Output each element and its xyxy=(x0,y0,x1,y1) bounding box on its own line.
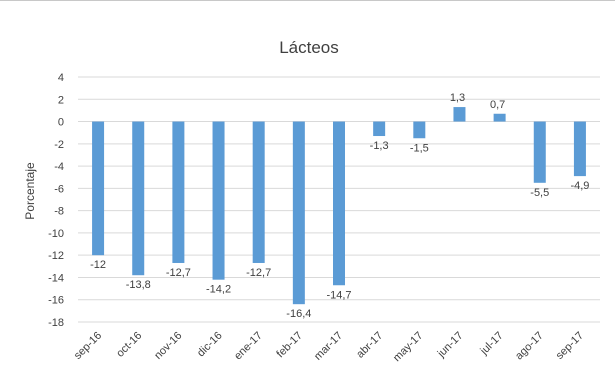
x-axis-ticks: sep-16 oct-16 nov-16 dic-16 ene-17 feb-17 mar-… xyxy=(72,330,586,364)
bar xyxy=(453,107,466,122)
data-label: -13,8 xyxy=(126,279,151,291)
x-tick-label: sep-16 xyxy=(72,330,104,362)
bar xyxy=(172,121,185,263)
x-tick-label: jun-17 xyxy=(435,330,466,361)
x-tick-label: nov-16 xyxy=(152,330,184,362)
x-tick-label: mar-17 xyxy=(312,330,345,363)
data-label: -14,7 xyxy=(326,289,351,301)
bar xyxy=(333,121,345,286)
bar xyxy=(413,121,426,139)
data-label: -16,4 xyxy=(286,308,311,320)
y-tick-label: -14 xyxy=(48,272,64,284)
x-tick-label: may-17 xyxy=(391,330,425,364)
data-label: -12,7 xyxy=(166,267,191,279)
x-tick-label: sep-17 xyxy=(554,330,586,362)
y-tick-label: 2 xyxy=(58,94,64,106)
bar xyxy=(493,113,506,122)
y-axis-ticks: 4 2 0 -2 -4 -6 -8 -10 -12 -14 -16 -18 xyxy=(48,72,64,329)
x-tick-label: feb-17 xyxy=(274,330,305,361)
x-tick-label: oct-16 xyxy=(114,330,144,360)
bar xyxy=(132,121,145,276)
data-label: -12,7 xyxy=(246,267,271,279)
bar xyxy=(292,121,305,305)
data-label: -5,5 xyxy=(530,187,549,199)
x-tick-label: dic-16 xyxy=(195,330,225,360)
y-tick-label: 4 xyxy=(58,72,64,84)
bar xyxy=(252,121,265,263)
bar xyxy=(212,121,225,280)
y-axis-title: Porcentaje xyxy=(23,162,37,220)
bar xyxy=(573,121,586,177)
y-tick-label: -4 xyxy=(54,161,64,173)
y-tick-label: -12 xyxy=(48,250,64,262)
data-labels: -12 -13,8 -12,7 -14,2 -12,7 -16,4 -14,7 -1,3 -1,… xyxy=(90,92,589,320)
y-tick-label: -10 xyxy=(48,228,64,240)
bar xyxy=(92,121,105,256)
x-tick-label: abr-17 xyxy=(354,330,385,361)
x-tick-label: jul-17 xyxy=(478,330,506,358)
data-label: -4,9 xyxy=(570,180,589,192)
data-label: 1,3 xyxy=(450,92,465,104)
x-tick-label: ago-17 xyxy=(513,330,546,363)
data-label: -1,3 xyxy=(370,140,389,152)
y-tick-label: -16 xyxy=(48,295,64,307)
y-tick-label: -2 xyxy=(54,139,64,151)
chart-title: Lácteos xyxy=(279,38,339,57)
bars xyxy=(92,107,586,305)
bar xyxy=(533,121,546,183)
y-tick-label: 0 xyxy=(58,117,64,129)
y-tick-label: -6 xyxy=(54,183,64,195)
data-label: -1,5 xyxy=(410,142,429,154)
data-label: -14,2 xyxy=(206,284,231,296)
y-tick-label: -18 xyxy=(48,317,64,329)
y-tick-label: -8 xyxy=(54,206,64,218)
data-label: -12 xyxy=(90,259,106,271)
x-tick-label: ene-17 xyxy=(232,330,265,363)
data-label: 0,7 xyxy=(490,99,505,111)
bar xyxy=(373,121,386,137)
